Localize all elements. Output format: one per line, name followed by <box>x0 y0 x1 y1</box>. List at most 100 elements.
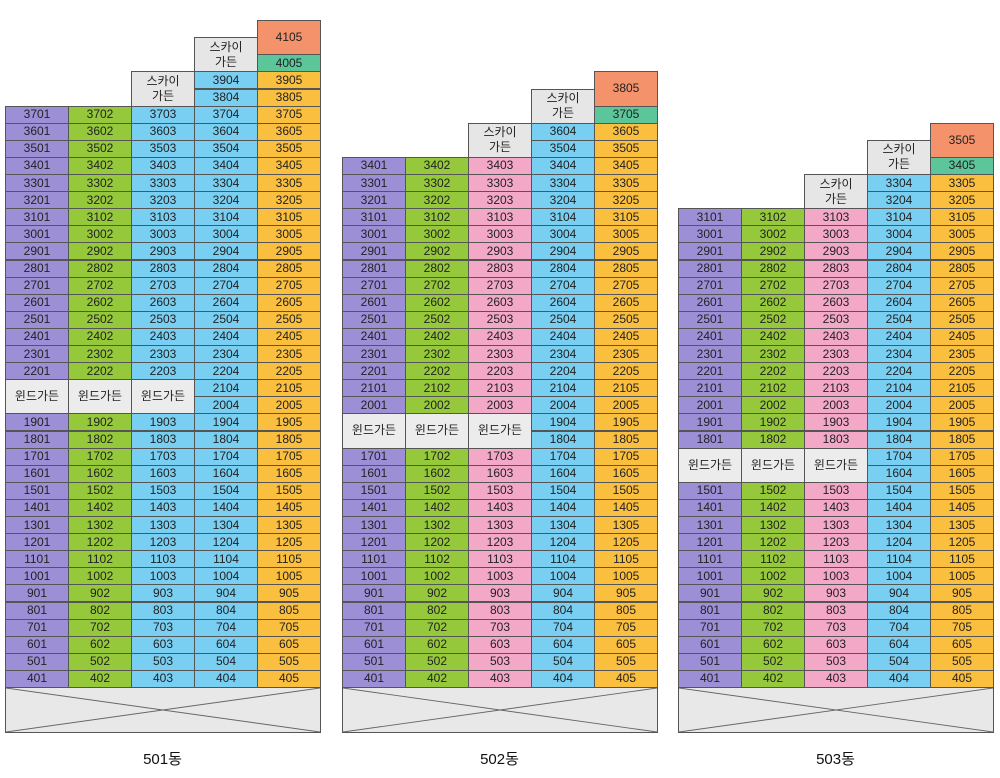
unit-cell: 2501 <box>678 310 742 329</box>
unit-cell: 1903 <box>131 413 195 432</box>
unit-cell: 2702 <box>741 276 805 295</box>
unit-cell: 1502 <box>741 481 805 500</box>
unit-cell: 1004 <box>531 567 595 586</box>
unit-cell: 2402 <box>405 327 469 346</box>
unit-cell: 1503 <box>131 481 195 500</box>
unit-cell: 3304 <box>531 174 595 193</box>
unit-cell: 402 <box>68 669 132 688</box>
unit-cell: 702 <box>68 618 132 637</box>
unit-cell: 3201 <box>5 191 69 210</box>
unit-cell: 2303 <box>804 345 868 364</box>
unit-cell: 904 <box>194 584 258 603</box>
building-label: 501동 <box>143 751 182 768</box>
unit-cell: 3005 <box>257 225 321 244</box>
wind-garden-cell: 윈드가든 <box>131 379 195 415</box>
unit-cell: 2903 <box>468 242 532 261</box>
unit-cell: 805 <box>257 601 321 620</box>
unit-cell: 501 <box>678 652 742 671</box>
unit-cell: 2104 <box>531 379 595 398</box>
unit-cell: 4105 <box>257 20 321 56</box>
unit-cell: 1703 <box>131 447 195 466</box>
unit-cell: 1005 <box>257 567 321 586</box>
unit-cell: 805 <box>930 601 994 620</box>
unit-cell: 704 <box>531 618 595 637</box>
unit-cell: 3305 <box>930 174 994 193</box>
unit-cell: 2505 <box>257 310 321 329</box>
unit-cell: 1003 <box>131 567 195 586</box>
unit-cell: 905 <box>594 584 658 603</box>
unit-cell: 905 <box>257 584 321 603</box>
unit-cell: 702 <box>741 618 805 637</box>
unit-cell: 402 <box>405 669 469 688</box>
unit-cell: 3303 <box>468 174 532 193</box>
unit-cell: 3405 <box>594 156 658 175</box>
unit-cell: 1903 <box>804 413 868 432</box>
unit-cell: 1005 <box>594 567 658 586</box>
pilotis-block <box>5 687 321 733</box>
unit-cell: 1902 <box>68 413 132 432</box>
unit-cell: 1803 <box>804 430 868 449</box>
unit-cell: 2503 <box>131 310 195 329</box>
unit-cell: 902 <box>68 584 132 603</box>
unit-cell: 1301 <box>5 516 69 535</box>
unit-cell: 1305 <box>930 516 994 535</box>
unit-cell: 1105 <box>257 550 321 569</box>
unit-cell: 505 <box>594 652 658 671</box>
unit-cell: 1101 <box>678 550 742 569</box>
unit-cell: 2405 <box>257 327 321 346</box>
unit-cell: 501 <box>5 652 69 671</box>
unit-cell: 3104 <box>531 208 595 227</box>
unit-cell: 502 <box>405 652 469 671</box>
unit-cell: 2901 <box>5 242 69 261</box>
unit-cell: 1605 <box>594 464 658 483</box>
unit-cell: 604 <box>194 635 258 654</box>
sky-garden-cell: 스카이 가든 <box>531 88 595 124</box>
unit-cell: 405 <box>930 669 994 688</box>
unit-cell: 2503 <box>804 310 868 329</box>
unit-cell: 905 <box>930 584 994 603</box>
unit-cell: 2603 <box>804 293 868 312</box>
unit-cell: 502 <box>68 652 132 671</box>
unit-cell: 2101 <box>678 379 742 398</box>
unit-cell: 601 <box>342 635 406 654</box>
unit-cell: 603 <box>468 635 532 654</box>
unit-cell: 2005 <box>257 396 321 415</box>
unit-cell: 2705 <box>594 276 658 295</box>
unit-cell: 3905 <box>257 71 321 90</box>
unit-cell: 404 <box>531 669 595 688</box>
unit-cell: 2803 <box>131 259 195 278</box>
unit-cell: 1105 <box>930 550 994 569</box>
unit-cell: 1102 <box>405 550 469 569</box>
unit-cell: 1501 <box>342 481 406 500</box>
unit-cell: 2905 <box>930 242 994 261</box>
unit-cell: 1905 <box>930 413 994 432</box>
unit-cell: 3105 <box>257 208 321 227</box>
unit-cell: 3504 <box>194 139 258 158</box>
unit-cell: 1001 <box>5 567 69 586</box>
unit-cell: 503 <box>131 652 195 671</box>
unit-cell: 705 <box>930 618 994 637</box>
unit-cell: 1404 <box>194 498 258 517</box>
unit-cell: 3604 <box>194 122 258 141</box>
unit-cell: 1301 <box>342 516 406 535</box>
unit-cell: 3605 <box>257 122 321 141</box>
unit-cell: 2304 <box>531 345 595 364</box>
unit-cell: 1503 <box>804 481 868 500</box>
unit-cell: 2701 <box>678 276 742 295</box>
unit-cell: 2203 <box>131 362 195 381</box>
unit-cell: 2201 <box>342 362 406 381</box>
unit-cell: 2204 <box>194 362 258 381</box>
unit-cell: 1304 <box>194 516 258 535</box>
unit-cell: 603 <box>804 635 868 654</box>
unit-cell: 1005 <box>930 567 994 586</box>
sky-garden-cell: 스카이 가든 <box>468 122 532 158</box>
unit-cell: 1403 <box>804 498 868 517</box>
wind-garden-cell: 윈드가든 <box>804 447 868 483</box>
unit-cell: 3102 <box>405 208 469 227</box>
unit-cell: 2601 <box>342 293 406 312</box>
unit-cell: 701 <box>678 618 742 637</box>
unit-cell: 3805 <box>594 71 658 107</box>
unit-cell: 1802 <box>68 430 132 449</box>
unit-cell: 1501 <box>5 481 69 500</box>
unit-cell: 1803 <box>131 430 195 449</box>
